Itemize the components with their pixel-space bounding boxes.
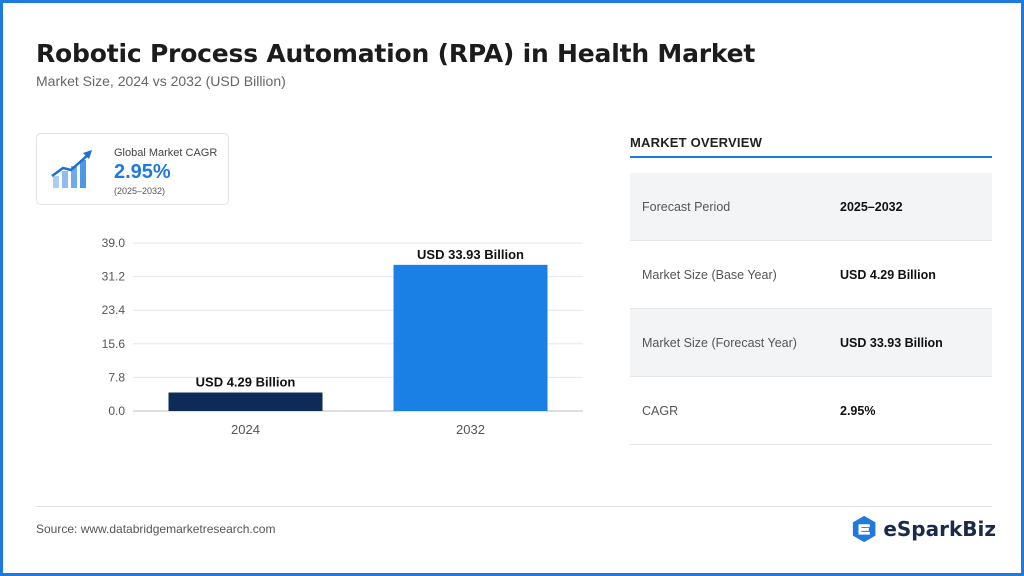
y-tick-label: 0.0 [108,404,125,418]
overview-value: USD 33.93 Billion [840,335,943,350]
cagr-label: Global Market CAGR [114,147,218,159]
y-tick-label: 39.0 [102,236,126,250]
y-tick-label: 7.8 [108,370,125,384]
x-tick-label: 2024 [231,422,260,437]
overview-key: Market Size (Base Year) [642,267,777,282]
cagr-value: 2.95% [114,161,171,183]
y-tick-label: 23.4 [102,303,126,317]
y-tick-label: 31.2 [102,270,126,284]
overview-row-cagr: CAGR 2.95% [630,377,992,445]
overview-row-forecast-period: Forecast Period 2025–2032 [630,173,992,241]
overview-divider [630,156,992,158]
overview-value: USD 4.29 Billion [840,267,936,282]
overview-value: 2.95% [840,403,876,418]
esparkbiz-logo-icon [852,515,876,543]
cagr-period: (2025–2032) [114,186,166,196]
data-label: USD 4.29 Billion [196,375,296,390]
source-text: Source: www.databridgemarketresearch.com [36,522,276,536]
overview-row-forecast-year: Market Size (Forecast Year) USD 33.93 Bi… [630,309,992,377]
bar-2032 [393,264,548,411]
cagr-card: Global Market CAGR 2.95% (2025–2032) [36,133,229,205]
overview-table: Forecast Period 2025–2032 Market Size (B… [630,173,992,445]
overview-key: Market Size (Forecast Year) [642,335,797,350]
overview-row-base-year: Market Size (Base Year) USD 4.29 Billion [630,241,992,309]
growth-chart-icon [51,150,92,188]
market-size-bar-chart: 0.0 7.8 15.6 23.4 31.2 39.0 USD 4.29 Billion 20… [102,236,583,437]
page-title: Robotic Process Automation (RPA) in Heal… [36,39,756,68]
page-subtitle: Market Size, 2024 vs 2032 (USD Billion) [36,73,286,89]
x-tick-label: 2032 [456,422,485,437]
bar-2024 [168,392,323,411]
brand-name: eSparkBiz [883,517,996,541]
overview-title: MARKET OVERVIEW [630,135,763,150]
overview-key: Forecast Period [642,199,731,214]
overview-value: 2025–2032 [840,199,903,214]
overview-key: CAGR [642,403,679,418]
footer-divider [36,506,992,507]
brand-logo: eSparkBiz [851,511,996,547]
y-tick-label: 15.6 [102,337,126,351]
data-label: USD 33.93 Billion [417,247,524,262]
